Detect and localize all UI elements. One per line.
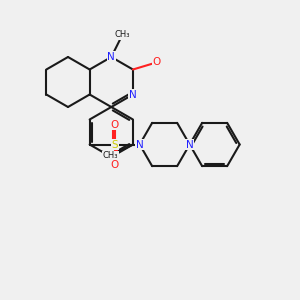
Text: O: O <box>110 119 119 130</box>
Text: N: N <box>186 140 194 149</box>
Text: CH₃: CH₃ <box>115 30 130 39</box>
Text: CH₃: CH₃ <box>103 151 118 160</box>
Text: S: S <box>111 140 118 149</box>
Text: O: O <box>110 160 119 170</box>
Text: N: N <box>129 89 137 100</box>
Text: N: N <box>136 140 143 149</box>
Text: O: O <box>153 57 161 67</box>
Text: N: N <box>107 52 115 62</box>
